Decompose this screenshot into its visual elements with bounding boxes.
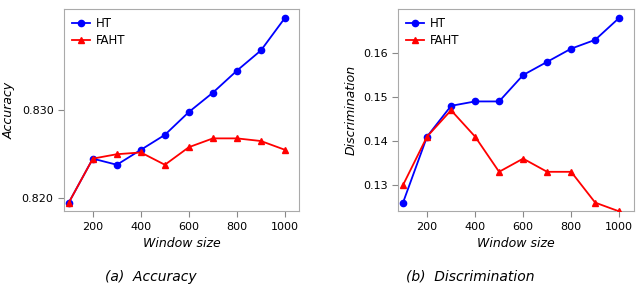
FAHT	[257, 139, 265, 143]
HT	[161, 133, 169, 137]
X-axis label: Window size: Window size	[143, 237, 221, 250]
Legend: HT, FAHT: HT, FAHT	[404, 15, 462, 49]
FAHT	[495, 170, 503, 174]
HT	[209, 91, 217, 95]
FAHT	[137, 151, 145, 154]
HT	[137, 148, 145, 152]
HT	[519, 73, 527, 77]
FAHT	[161, 163, 169, 167]
FAHT	[399, 183, 407, 187]
HT	[423, 135, 431, 138]
HT	[185, 110, 193, 114]
HT	[567, 47, 575, 50]
Text: (b)  Discrimination: (b) Discrimination	[406, 270, 534, 284]
Y-axis label: Accuracy: Accuracy	[3, 82, 16, 139]
HT	[591, 38, 599, 42]
HT	[281, 16, 289, 20]
HT	[495, 100, 503, 103]
FAHT	[615, 210, 623, 213]
FAHT	[471, 135, 479, 138]
HT	[447, 104, 455, 108]
Line: HT: HT	[66, 15, 288, 206]
HT	[65, 201, 73, 204]
Line: HT: HT	[400, 15, 622, 206]
Legend: HT, FAHT: HT, FAHT	[70, 15, 128, 49]
Y-axis label: Discrimination: Discrimination	[344, 65, 358, 155]
X-axis label: Window size: Window size	[477, 237, 555, 250]
FAHT	[281, 148, 289, 152]
Line: FAHT: FAHT	[66, 135, 288, 206]
HT	[399, 201, 407, 204]
HT	[233, 69, 241, 72]
FAHT	[185, 145, 193, 149]
Line: FAHT: FAHT	[400, 107, 622, 214]
FAHT	[543, 170, 551, 174]
FAHT	[65, 201, 73, 204]
HT	[113, 163, 121, 167]
FAHT	[567, 170, 575, 174]
FAHT	[591, 201, 599, 204]
FAHT	[423, 135, 431, 138]
FAHT	[209, 137, 217, 140]
FAHT	[447, 108, 455, 112]
HT	[471, 100, 479, 103]
Text: (a)  Accuracy: (a) Accuracy	[104, 270, 196, 284]
FAHT	[233, 137, 241, 140]
FAHT	[89, 157, 97, 160]
HT	[257, 49, 265, 52]
HT	[89, 157, 97, 160]
HT	[543, 60, 551, 64]
FAHT	[519, 157, 527, 160]
FAHT	[113, 153, 121, 156]
HT	[615, 16, 623, 20]
